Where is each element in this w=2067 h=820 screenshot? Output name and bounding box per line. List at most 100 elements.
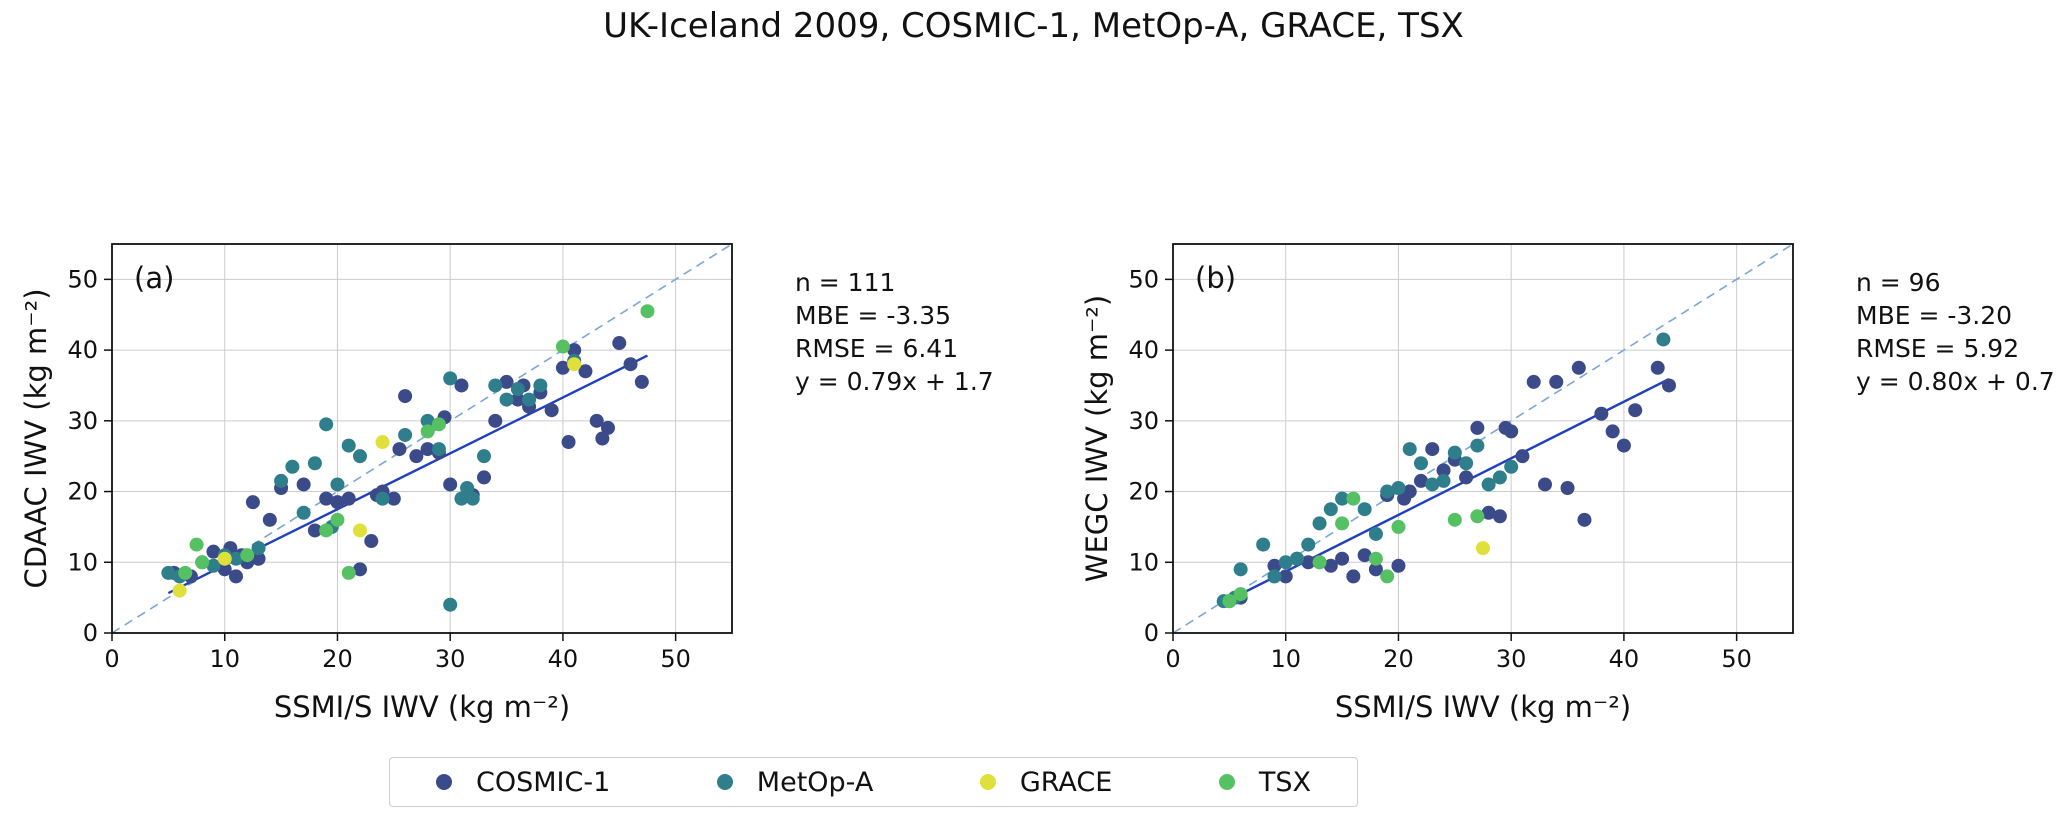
scatter-point [1323,502,1338,517]
scatter-point [386,491,401,506]
tick-label-x: 20 [1383,645,1414,673]
scatter-point [1662,378,1676,393]
scatter-point [1267,558,1282,573]
x-axis-label: SSMI/S IWV (kg m⁻²) [274,690,570,724]
legend-item: TSX [1218,767,1311,798]
scatter-point [443,597,458,612]
scatter-point [1577,512,1592,527]
scatter-point [1290,551,1304,566]
scatter-point [375,491,390,506]
scatter-point [195,555,210,570]
tick-label-x: 20 [322,645,353,673]
legend-marker-icon [716,774,733,790]
scatter-point [1368,562,1383,577]
scatter-point [1402,442,1417,457]
scatter-point [460,481,475,496]
legend-marker-icon [979,774,996,790]
scatter-point [178,565,193,580]
tick-label-y: 10 [67,548,98,576]
tick-label-x: 10 [1270,645,1301,673]
scatter-point [488,413,503,428]
scatter-point [1526,374,1541,389]
scatter-point [1549,374,1564,389]
legend-marker-icon [436,774,452,790]
scatter-point [1560,481,1575,496]
scatter-point [567,343,582,358]
scatter-point [319,491,334,506]
y-axis-label: WEGC IWV (kg m⁻²) [1080,295,1114,582]
legend-item: MetOp-A [716,767,873,798]
scatter-point [353,562,367,577]
scatter-point [443,477,458,492]
scatter-point [217,562,232,577]
scatter-point [319,417,334,432]
legend-item: GRACE [979,767,1112,798]
tick-label-y: 0 [83,619,98,647]
scatter-point [1425,477,1440,492]
scatter-point [353,449,367,464]
scatter-point [578,364,593,379]
scatter-point [1233,562,1248,577]
scatter-point [285,459,300,474]
plot-border [1172,243,1794,634]
scatter-point [454,378,469,393]
scatter-point [307,456,322,471]
scatter-point [398,427,413,442]
stat-mbe: MBE = -3.35 [795,301,952,330]
panel-label: (a) [134,261,174,295]
scatter-point [555,339,570,354]
scatter-point [353,523,367,538]
scatter-point [1481,505,1496,520]
scatter-point [1538,477,1552,492]
scatter-point [1481,477,1496,492]
tick-label-x: 40 [1609,645,1640,673]
scatter-point [1476,541,1490,556]
scatter-point [1278,569,1293,584]
tick-label-y: 30 [67,407,98,435]
scatter-point [1470,420,1485,435]
stat-n: n = 111 [795,268,896,297]
scatter-point [1368,526,1383,541]
scatter-point [307,523,322,538]
scatter-point [595,431,610,446]
plot-border [111,243,733,634]
scatter-point [1571,360,1586,375]
scatter-point [364,534,379,549]
scatter-point [1605,424,1620,439]
tick-label-y: 40 [67,336,98,364]
scatter-point [161,565,176,580]
scatter-point [612,336,627,351]
scatter-point [454,491,469,506]
tick-label-y: 50 [1128,265,1159,293]
scatter-point [409,449,424,464]
scatter-point [589,413,604,428]
scatter-point [499,392,514,407]
scatter-point [206,558,221,573]
scatter-point [1323,558,1338,573]
panel-b-stats: n = 96 MBE = -3.20 RMSE = 5.92 y = 0.80x… [1856,266,2055,398]
scatter-point [229,551,243,566]
scatter-point [341,491,356,506]
scatter-point [1504,424,1519,439]
tick-label-y: 0 [1144,619,1159,647]
scatter-point [477,470,491,485]
scatter-point [1391,558,1406,573]
tick-label-x: 0 [104,645,119,673]
scatter-point [477,449,491,464]
scatter-point [601,420,615,435]
panel-label: (b) [1195,261,1236,295]
scatter-point [1301,537,1316,552]
tick-label-x: 50 [660,645,691,673]
scatter-point [1447,445,1462,460]
tick-label-y: 40 [1128,336,1159,364]
scatter-point [1447,512,1462,527]
scatter-point [274,473,289,488]
scatter-point [1414,456,1428,471]
tick-label-x: 0 [1165,645,1180,673]
scatter-point [510,392,525,407]
scatter-point [341,565,356,580]
stat-fit: y = 0.79x + 1.7 [795,367,994,396]
scatter-point [1470,509,1485,524]
stat-n: n = 96 [1856,268,1941,297]
